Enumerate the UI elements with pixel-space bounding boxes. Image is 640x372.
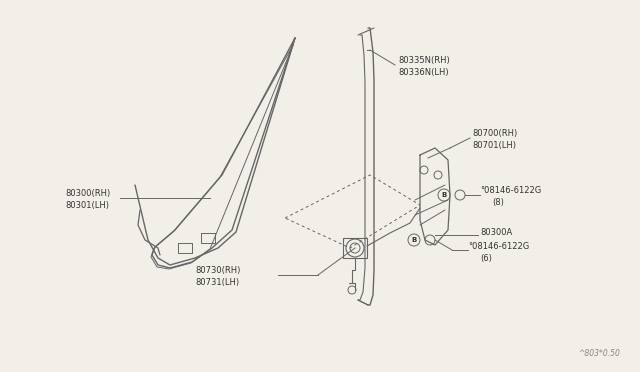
Text: 80301(LH): 80301(LH) xyxy=(65,201,109,209)
Text: 80731(LH): 80731(LH) xyxy=(195,278,239,286)
Text: 80336N(LH): 80336N(LH) xyxy=(398,67,449,77)
Text: 80700(RH): 80700(RH) xyxy=(472,128,517,138)
Text: 80300(RH): 80300(RH) xyxy=(65,189,110,198)
Text: B: B xyxy=(412,237,417,243)
Text: °08146-6122G: °08146-6122G xyxy=(468,241,529,250)
Text: 80701(LH): 80701(LH) xyxy=(472,141,516,150)
Text: 80300A: 80300A xyxy=(480,228,512,237)
Text: ^803*0.50: ^803*0.50 xyxy=(578,349,620,358)
Text: °08146-6122G: °08146-6122G xyxy=(480,186,541,195)
Text: (8): (8) xyxy=(492,198,504,206)
Text: (6): (6) xyxy=(480,253,492,263)
Text: 80730(RH): 80730(RH) xyxy=(195,266,241,275)
Text: 80335N(RH): 80335N(RH) xyxy=(398,55,450,64)
Text: B: B xyxy=(442,192,447,198)
